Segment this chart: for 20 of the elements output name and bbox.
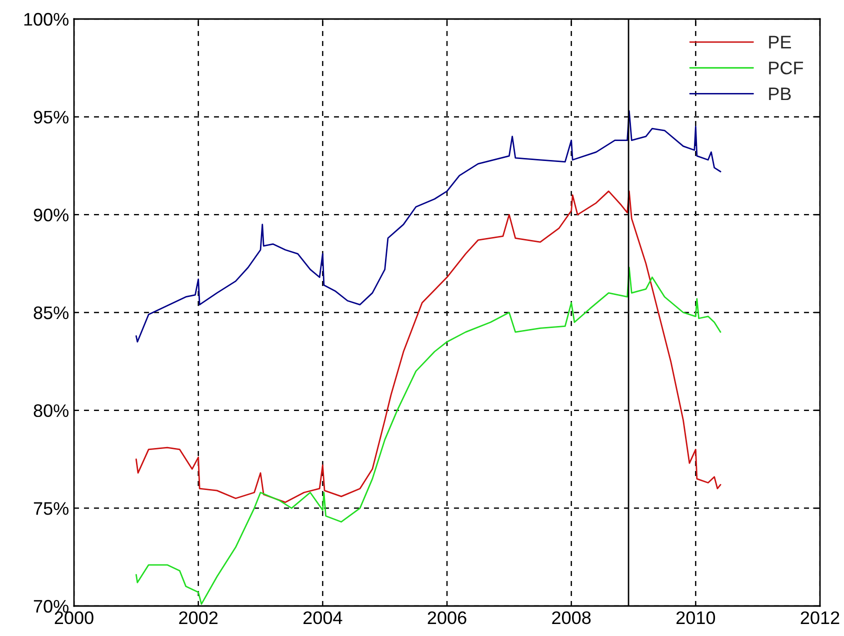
- y-tick-label: 80%: [34, 404, 68, 418]
- x-tick-label: 2004: [303, 611, 342, 624]
- x-tick-label: 2012: [800, 611, 840, 624]
- x-tick-label: 2002: [179, 611, 218, 624]
- x-tick-label: 2008: [552, 611, 591, 624]
- legend-label: PCF: [769, 62, 804, 74]
- line-series: [135, 110, 722, 343]
- line-series: [135, 266, 722, 605]
- y-tick-label: 70%: [34, 600, 68, 613]
- y-tick-label: 75%: [34, 502, 68, 515]
- y-tick-label: 90%: [34, 208, 68, 222]
- line-series: [135, 190, 722, 503]
- legend-label: PB: [769, 88, 791, 100]
- x-tick-label: 2006: [428, 611, 466, 624]
- legend-label: PE: [769, 36, 791, 48]
- y-tick-label: 95%: [34, 110, 68, 124]
- y-tick-label: 100%: [24, 12, 68, 26]
- x-tick-label: 2010: [676, 611, 716, 624]
- y-tick-label: 85%: [34, 306, 68, 320]
- x-tick-label: 2000: [54, 611, 94, 624]
